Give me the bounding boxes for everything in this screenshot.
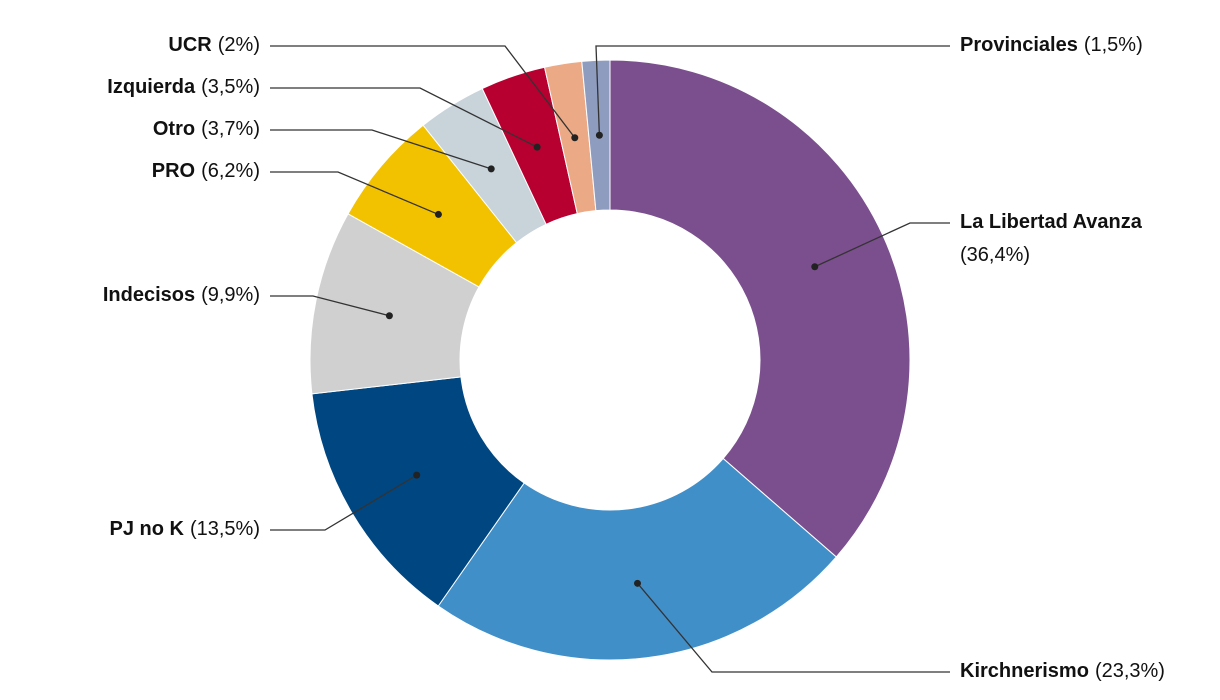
leader-dot — [595, 131, 603, 139]
slice-label: PRO (6,2%) — [152, 160, 260, 182]
donut-slice — [437, 457, 837, 661]
category-label: UCR — [168, 34, 212, 56]
slice-label: UCR (2%) — [168, 34, 260, 56]
slice-label: PJ no K (13,5%) — [110, 518, 260, 540]
category-label: Kirchnerismo — [960, 660, 1089, 682]
category-label: Izquierda — [107, 76, 196, 98]
leader-line — [270, 129, 492, 170]
category-label: PRO — [152, 160, 195, 182]
leader-dot — [811, 263, 819, 271]
leader-line — [595, 45, 950, 136]
donut-slice — [311, 376, 525, 607]
value-label: (3,5%) — [201, 76, 260, 98]
leader-dot — [385, 312, 393, 320]
donut-slice — [609, 59, 911, 558]
leader-line — [270, 87, 538, 148]
slice-label: Otro (3,7%) — [153, 118, 260, 140]
slice-label: Indecisos (9,9%) — [103, 284, 260, 306]
leader-line — [270, 295, 390, 317]
leader-dot — [571, 134, 579, 142]
category-label: Indecisos — [103, 284, 195, 306]
leader-line — [270, 171, 439, 216]
leader-line — [814, 222, 950, 268]
slice-label: Kirchnerismo (23,3%) — [960, 660, 1165, 682]
value-label: (36,4%) — [960, 244, 1030, 266]
leader-dot — [413, 471, 421, 479]
leader-dot — [434, 210, 442, 218]
leader-line — [637, 582, 950, 673]
value-label: (2%) — [218, 34, 260, 56]
value-label: (3,7%) — [201, 118, 260, 140]
value-label: (9,9%) — [201, 284, 260, 306]
category-label: Provinciales — [960, 34, 1078, 56]
slice-label: Provinciales (1,5%) — [960, 34, 1143, 56]
leader-dot — [633, 579, 641, 587]
leader-line — [270, 45, 576, 139]
value-label: (6,2%) — [201, 160, 260, 182]
leader-dot — [487, 165, 495, 173]
slice-label: Izquierda (3,5%) — [107, 76, 260, 98]
value-label: (1,5%) — [1084, 34, 1143, 56]
leader-line — [270, 474, 418, 531]
slice-label: La Libertad Avanza (36,4%) — [960, 211, 1143, 266]
value-label: (23,3%) — [1095, 660, 1165, 682]
category-label: Otro — [153, 118, 195, 140]
leader-dot — [533, 143, 541, 151]
category-label: La Libertad Avanza — [960, 211, 1143, 233]
value-label: (13,5%) — [190, 518, 260, 540]
donut-slice — [581, 59, 611, 212]
category-label: PJ no K — [110, 518, 185, 540]
